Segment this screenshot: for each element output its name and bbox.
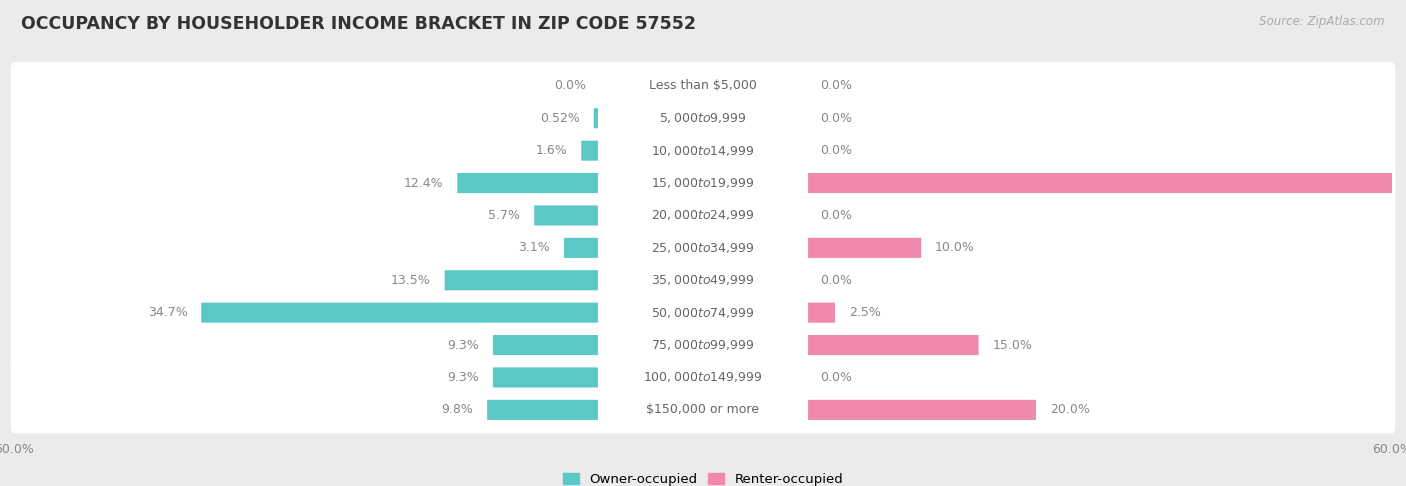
Text: $50,000 to $74,999: $50,000 to $74,999 <box>651 306 755 320</box>
FancyBboxPatch shape <box>598 233 808 263</box>
FancyBboxPatch shape <box>11 321 1395 369</box>
Text: 12.4%: 12.4% <box>404 176 443 190</box>
FancyBboxPatch shape <box>807 303 835 323</box>
FancyBboxPatch shape <box>598 395 808 425</box>
Text: 0.0%: 0.0% <box>820 144 852 157</box>
FancyBboxPatch shape <box>11 224 1395 272</box>
Text: $15,000 to $19,999: $15,000 to $19,999 <box>651 176 755 190</box>
FancyBboxPatch shape <box>598 71 808 101</box>
Text: $35,000 to $49,999: $35,000 to $49,999 <box>651 273 755 287</box>
Text: 0.52%: 0.52% <box>540 112 579 125</box>
FancyBboxPatch shape <box>11 95 1395 142</box>
FancyBboxPatch shape <box>11 354 1395 401</box>
FancyBboxPatch shape <box>11 62 1395 109</box>
FancyBboxPatch shape <box>11 159 1395 207</box>
FancyBboxPatch shape <box>486 400 599 420</box>
Text: 2.5%: 2.5% <box>849 306 880 319</box>
FancyBboxPatch shape <box>11 289 1395 336</box>
Text: $100,000 to $149,999: $100,000 to $149,999 <box>644 370 762 384</box>
Text: $10,000 to $14,999: $10,000 to $14,999 <box>651 144 755 157</box>
FancyBboxPatch shape <box>598 265 808 295</box>
Text: 9.3%: 9.3% <box>447 371 479 384</box>
FancyBboxPatch shape <box>494 367 599 387</box>
FancyBboxPatch shape <box>807 335 979 355</box>
FancyBboxPatch shape <box>11 127 1395 174</box>
Text: 5.7%: 5.7% <box>488 209 520 222</box>
FancyBboxPatch shape <box>598 201 808 230</box>
Text: $25,000 to $34,999: $25,000 to $34,999 <box>651 241 755 255</box>
FancyBboxPatch shape <box>444 270 599 290</box>
Text: 15.0%: 15.0% <box>993 339 1032 351</box>
Text: 34.7%: 34.7% <box>148 306 187 319</box>
FancyBboxPatch shape <box>807 173 1406 193</box>
Text: 9.8%: 9.8% <box>441 403 474 417</box>
FancyBboxPatch shape <box>598 136 808 166</box>
Text: 20.0%: 20.0% <box>1050 403 1090 417</box>
FancyBboxPatch shape <box>598 104 808 133</box>
Text: 0.0%: 0.0% <box>820 274 852 287</box>
Text: 1.6%: 1.6% <box>536 144 568 157</box>
FancyBboxPatch shape <box>598 363 808 392</box>
FancyBboxPatch shape <box>598 330 808 360</box>
FancyBboxPatch shape <box>564 238 599 258</box>
FancyBboxPatch shape <box>494 335 599 355</box>
FancyBboxPatch shape <box>11 257 1395 304</box>
Text: 0.0%: 0.0% <box>554 79 586 92</box>
FancyBboxPatch shape <box>201 303 599 323</box>
Text: OCCUPANCY BY HOUSEHOLDER INCOME BRACKET IN ZIP CODE 57552: OCCUPANCY BY HOUSEHOLDER INCOME BRACKET … <box>21 15 696 33</box>
FancyBboxPatch shape <box>581 140 599 161</box>
Legend: Owner-occupied, Renter-occupied: Owner-occupied, Renter-occupied <box>558 468 848 486</box>
Text: Source: ZipAtlas.com: Source: ZipAtlas.com <box>1260 15 1385 28</box>
Text: 0.0%: 0.0% <box>820 112 852 125</box>
Text: 0.0%: 0.0% <box>820 209 852 222</box>
Text: 3.1%: 3.1% <box>519 242 550 254</box>
Text: 0.0%: 0.0% <box>820 79 852 92</box>
Text: 13.5%: 13.5% <box>391 274 430 287</box>
Text: $75,000 to $99,999: $75,000 to $99,999 <box>651 338 755 352</box>
Text: 10.0%: 10.0% <box>935 242 974 254</box>
FancyBboxPatch shape <box>807 400 1036 420</box>
FancyBboxPatch shape <box>11 386 1395 434</box>
Text: 0.0%: 0.0% <box>820 371 852 384</box>
FancyBboxPatch shape <box>534 206 599 226</box>
Text: $20,000 to $24,999: $20,000 to $24,999 <box>651 208 755 223</box>
FancyBboxPatch shape <box>598 168 808 198</box>
Text: $150,000 or more: $150,000 or more <box>647 403 759 417</box>
Text: 9.3%: 9.3% <box>447 339 479 351</box>
FancyBboxPatch shape <box>598 298 808 328</box>
Text: Less than $5,000: Less than $5,000 <box>650 79 756 92</box>
FancyBboxPatch shape <box>11 192 1395 239</box>
FancyBboxPatch shape <box>807 238 921 258</box>
FancyBboxPatch shape <box>593 108 599 128</box>
FancyBboxPatch shape <box>457 173 599 193</box>
Text: $5,000 to $9,999: $5,000 to $9,999 <box>659 111 747 125</box>
